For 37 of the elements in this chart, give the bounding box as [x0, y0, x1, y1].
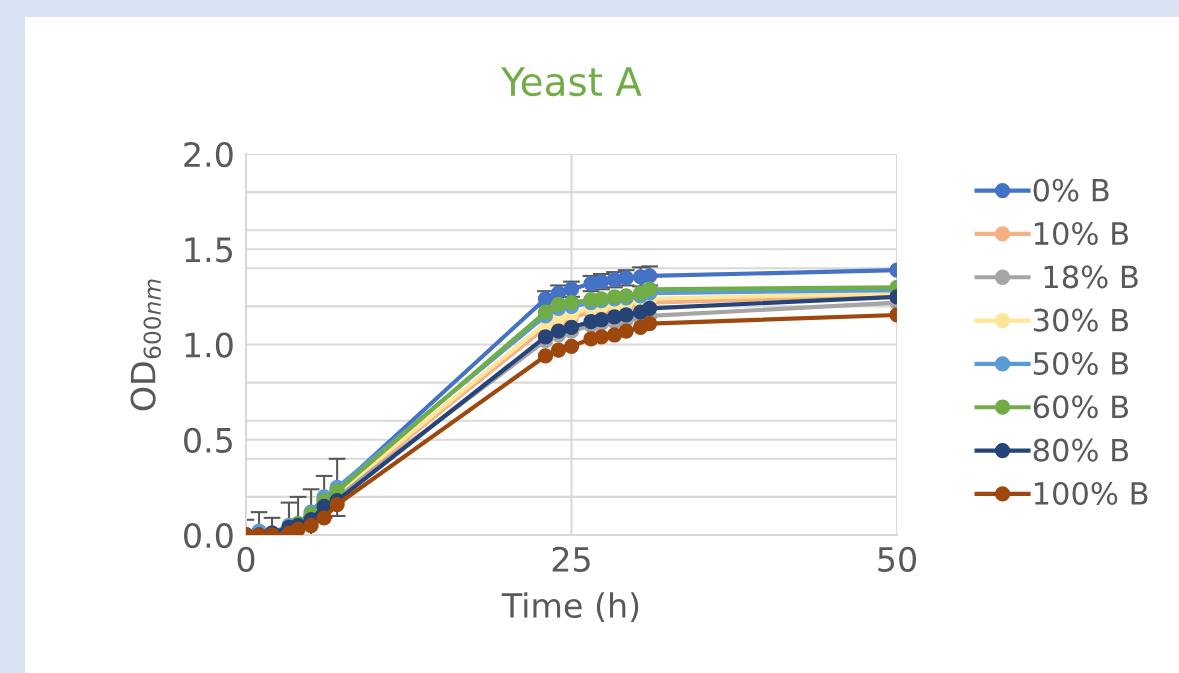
- point: [290, 521, 306, 535]
- legend-label: 60% B: [1033, 395, 1129, 419]
- x-tick-label: 25: [552, 546, 590, 572]
- y-tick-label: 1.5: [185, 237, 232, 263]
- point: [303, 517, 319, 534]
- legend-label: 50% B: [1033, 351, 1129, 376]
- x-axis-title: Time (h): [501, 592, 639, 622]
- point: [563, 338, 580, 355]
- point: [563, 294, 580, 311]
- legend-label: 100% B: [1034, 481, 1148, 505]
- point: [593, 329, 610, 345]
- point: [550, 342, 567, 358]
- point: [618, 307, 634, 323]
- legend-label: 30% B: [1033, 308, 1129, 332]
- point: [537, 348, 554, 364]
- legend-label: 80% B: [1033, 438, 1129, 462]
- legend-label: 18% B: [1044, 265, 1138, 289]
- x-tick-label: 0: [237, 546, 255, 572]
- point: [329, 496, 345, 513]
- point: [316, 510, 332, 526]
- point: [537, 304, 554, 320]
- x-tick-label: 50: [878, 546, 916, 572]
- y-tick-label: 2.0: [184, 141, 233, 168]
- point: [550, 323, 567, 339]
- point: [641, 315, 658, 332]
- point: [537, 329, 554, 345]
- y-tick-label: 0.0: [184, 522, 233, 549]
- legend-label: 0% B: [1033, 178, 1109, 202]
- y-axis-title: OD$_{600nm}$: [130, 279, 162, 411]
- y-tick-label: 0.5: [184, 427, 232, 453]
- y-tick-label: 1.0: [185, 332, 233, 358]
- legend-label: 10% B: [1034, 221, 1129, 246]
- point: [593, 312, 610, 328]
- point: [550, 296, 567, 313]
- point: [618, 323, 634, 339]
- point: [563, 319, 580, 335]
- chart-title: Yeast A: [501, 67, 642, 97]
